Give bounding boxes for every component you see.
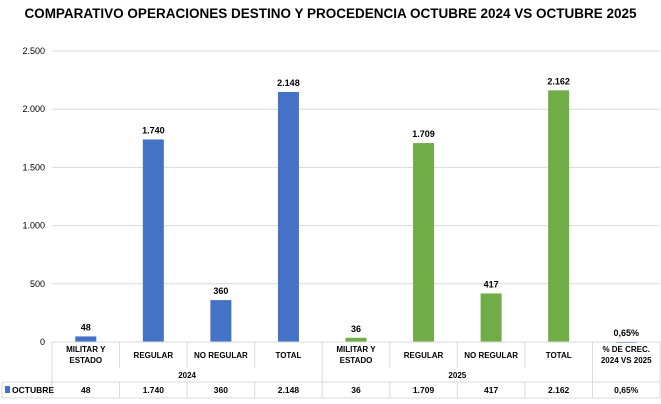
category-label: NO REGULAR bbox=[464, 351, 518, 360]
table-value: 1.740 bbox=[143, 385, 165, 395]
legend-label: OCTUBRE bbox=[12, 385, 54, 395]
group-label: 2025 bbox=[448, 371, 466, 380]
legend-key bbox=[5, 386, 10, 393]
category-label: % DE CREC. bbox=[602, 345, 650, 354]
category-label: ESTADO bbox=[340, 356, 373, 365]
table-value: 360 bbox=[214, 385, 228, 395]
y-tick-label: 1.500 bbox=[22, 162, 45, 172]
category-label: TOTAL bbox=[275, 351, 301, 360]
category-label: MILITAR Y bbox=[336, 345, 376, 354]
data-label: 1.709 bbox=[412, 129, 435, 139]
bar bbox=[142, 139, 164, 342]
bar bbox=[413, 143, 435, 342]
table-value: 36 bbox=[351, 385, 361, 395]
data-label: 36 bbox=[351, 324, 361, 334]
data-label: 360 bbox=[213, 286, 228, 296]
bar bbox=[480, 293, 502, 342]
category-label: TOTAL bbox=[546, 351, 572, 360]
table-value: 1.709 bbox=[413, 385, 435, 395]
data-label: 1.740 bbox=[142, 125, 165, 135]
chart-title: COMPARATIVO OPERACIONES DESTINO Y PROCED… bbox=[24, 6, 637, 21]
group-label: 2024 bbox=[178, 371, 196, 380]
data-label: 417 bbox=[484, 279, 499, 289]
y-tick-label: 2.000 bbox=[22, 104, 45, 114]
data-label: 2.148 bbox=[277, 78, 300, 88]
category-label: REGULAR bbox=[404, 351, 444, 360]
table-value: 48 bbox=[81, 385, 91, 395]
bar bbox=[345, 337, 367, 342]
category-label: MILITAR Y bbox=[66, 345, 106, 354]
bar bbox=[210, 300, 232, 342]
bar bbox=[75, 336, 97, 342]
y-tick-label: 0 bbox=[40, 337, 45, 347]
category-label: ESTADO bbox=[69, 356, 102, 365]
y-tick-label: 1.000 bbox=[22, 221, 45, 231]
category-label: NO REGULAR bbox=[194, 351, 248, 360]
y-tick-label: 2.500 bbox=[22, 46, 45, 56]
table-value: 2.162 bbox=[548, 385, 570, 395]
data-label: 48 bbox=[81, 322, 91, 332]
data-label: 0,65% bbox=[613, 328, 639, 338]
data-label: 2.162 bbox=[547, 76, 570, 86]
table-value: 417 bbox=[484, 385, 498, 395]
y-tick-label: 500 bbox=[30, 279, 45, 289]
table-value: 0,65% bbox=[614, 385, 639, 395]
category-label: REGULAR bbox=[134, 351, 174, 360]
bar bbox=[548, 90, 570, 342]
bar bbox=[277, 91, 299, 342]
table-value: 2.148 bbox=[278, 385, 300, 395]
category-label: 2024 VS 2025 bbox=[601, 356, 652, 365]
